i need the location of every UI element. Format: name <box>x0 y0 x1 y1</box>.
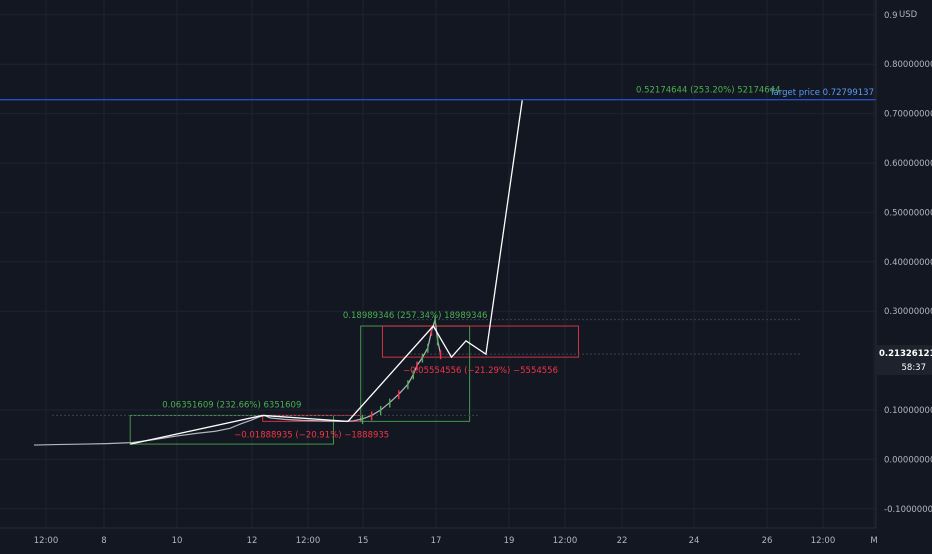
y-tick-label: 0.80000000 <box>884 60 932 70</box>
y-tick-label: 0.00000000 <box>884 455 932 465</box>
x-tick-label: 22 <box>617 536 628 546</box>
price-line <box>33 319 442 446</box>
x-tick-label: 19 <box>504 536 515 546</box>
x-tick-label: 12:00 <box>296 536 321 546</box>
measure-box <box>129 414 334 445</box>
x-tick-label: 24 <box>689 536 700 546</box>
grid-lines <box>0 0 876 528</box>
projection-path-group <box>130 100 523 445</box>
measure-label: −0.01888935 (−20.91%) −1888935 <box>234 430 389 440</box>
currency-label: USD <box>899 10 918 20</box>
measure-box <box>381 325 580 358</box>
y-tick-label: 0.50000000 <box>884 208 932 218</box>
price-series <box>33 315 442 446</box>
candle-countdown: 58:37 <box>902 363 927 373</box>
y-tick-label: -0.10000000 <box>884 505 932 515</box>
x-tick-label: 10 <box>172 536 183 546</box>
x-tick-label: 12:00 <box>811 536 836 546</box>
triangle-upper-line <box>130 414 263 445</box>
x-tick-label: 12 <box>247 536 258 546</box>
y-tick-label: 0.10000000 <box>884 406 932 416</box>
y-tick-label: 0.40000000 <box>884 258 932 268</box>
measure-label: −0.05554556 (−21.29%) −5554556 <box>403 366 558 376</box>
x-tick-label: 26 <box>762 536 773 546</box>
y-tick-label: 0.70000000 <box>884 110 932 120</box>
y-tick-label: 0.30000000 <box>884 307 932 317</box>
measure-labels: 0.06351609 (232.66%) 6351609 −0.01888935 … <box>162 85 780 440</box>
y-tick-label: 0.9 <box>884 11 898 21</box>
x-tick-label: 12:00 <box>34 536 59 546</box>
y-tick-label: 0.60000000 <box>884 159 932 169</box>
projection-path <box>262 100 523 423</box>
measure-label: 0.06351609 (232.66%) 6351609 <box>162 400 301 410</box>
target-price-group: Target price 0.72799137 <box>0 88 876 101</box>
x-tick-label: 17 <box>431 536 442 546</box>
x-tick-label: M <box>870 536 877 546</box>
x-tick-label: 12:00 <box>553 536 578 546</box>
x-tick-label: 15 <box>358 536 369 546</box>
x-tick-label: 8 <box>101 536 106 546</box>
measure-label: 0.18989346 (257.34%) 18989346 <box>343 311 488 321</box>
current-price-tag[interactable] <box>877 345 932 376</box>
target-price-label: Target price 0.72799137 <box>769 88 874 98</box>
measure-label: 0.52174644 (253.20%) 52174644 <box>636 85 781 95</box>
current-price-label: 0.21326121 <box>879 349 932 359</box>
